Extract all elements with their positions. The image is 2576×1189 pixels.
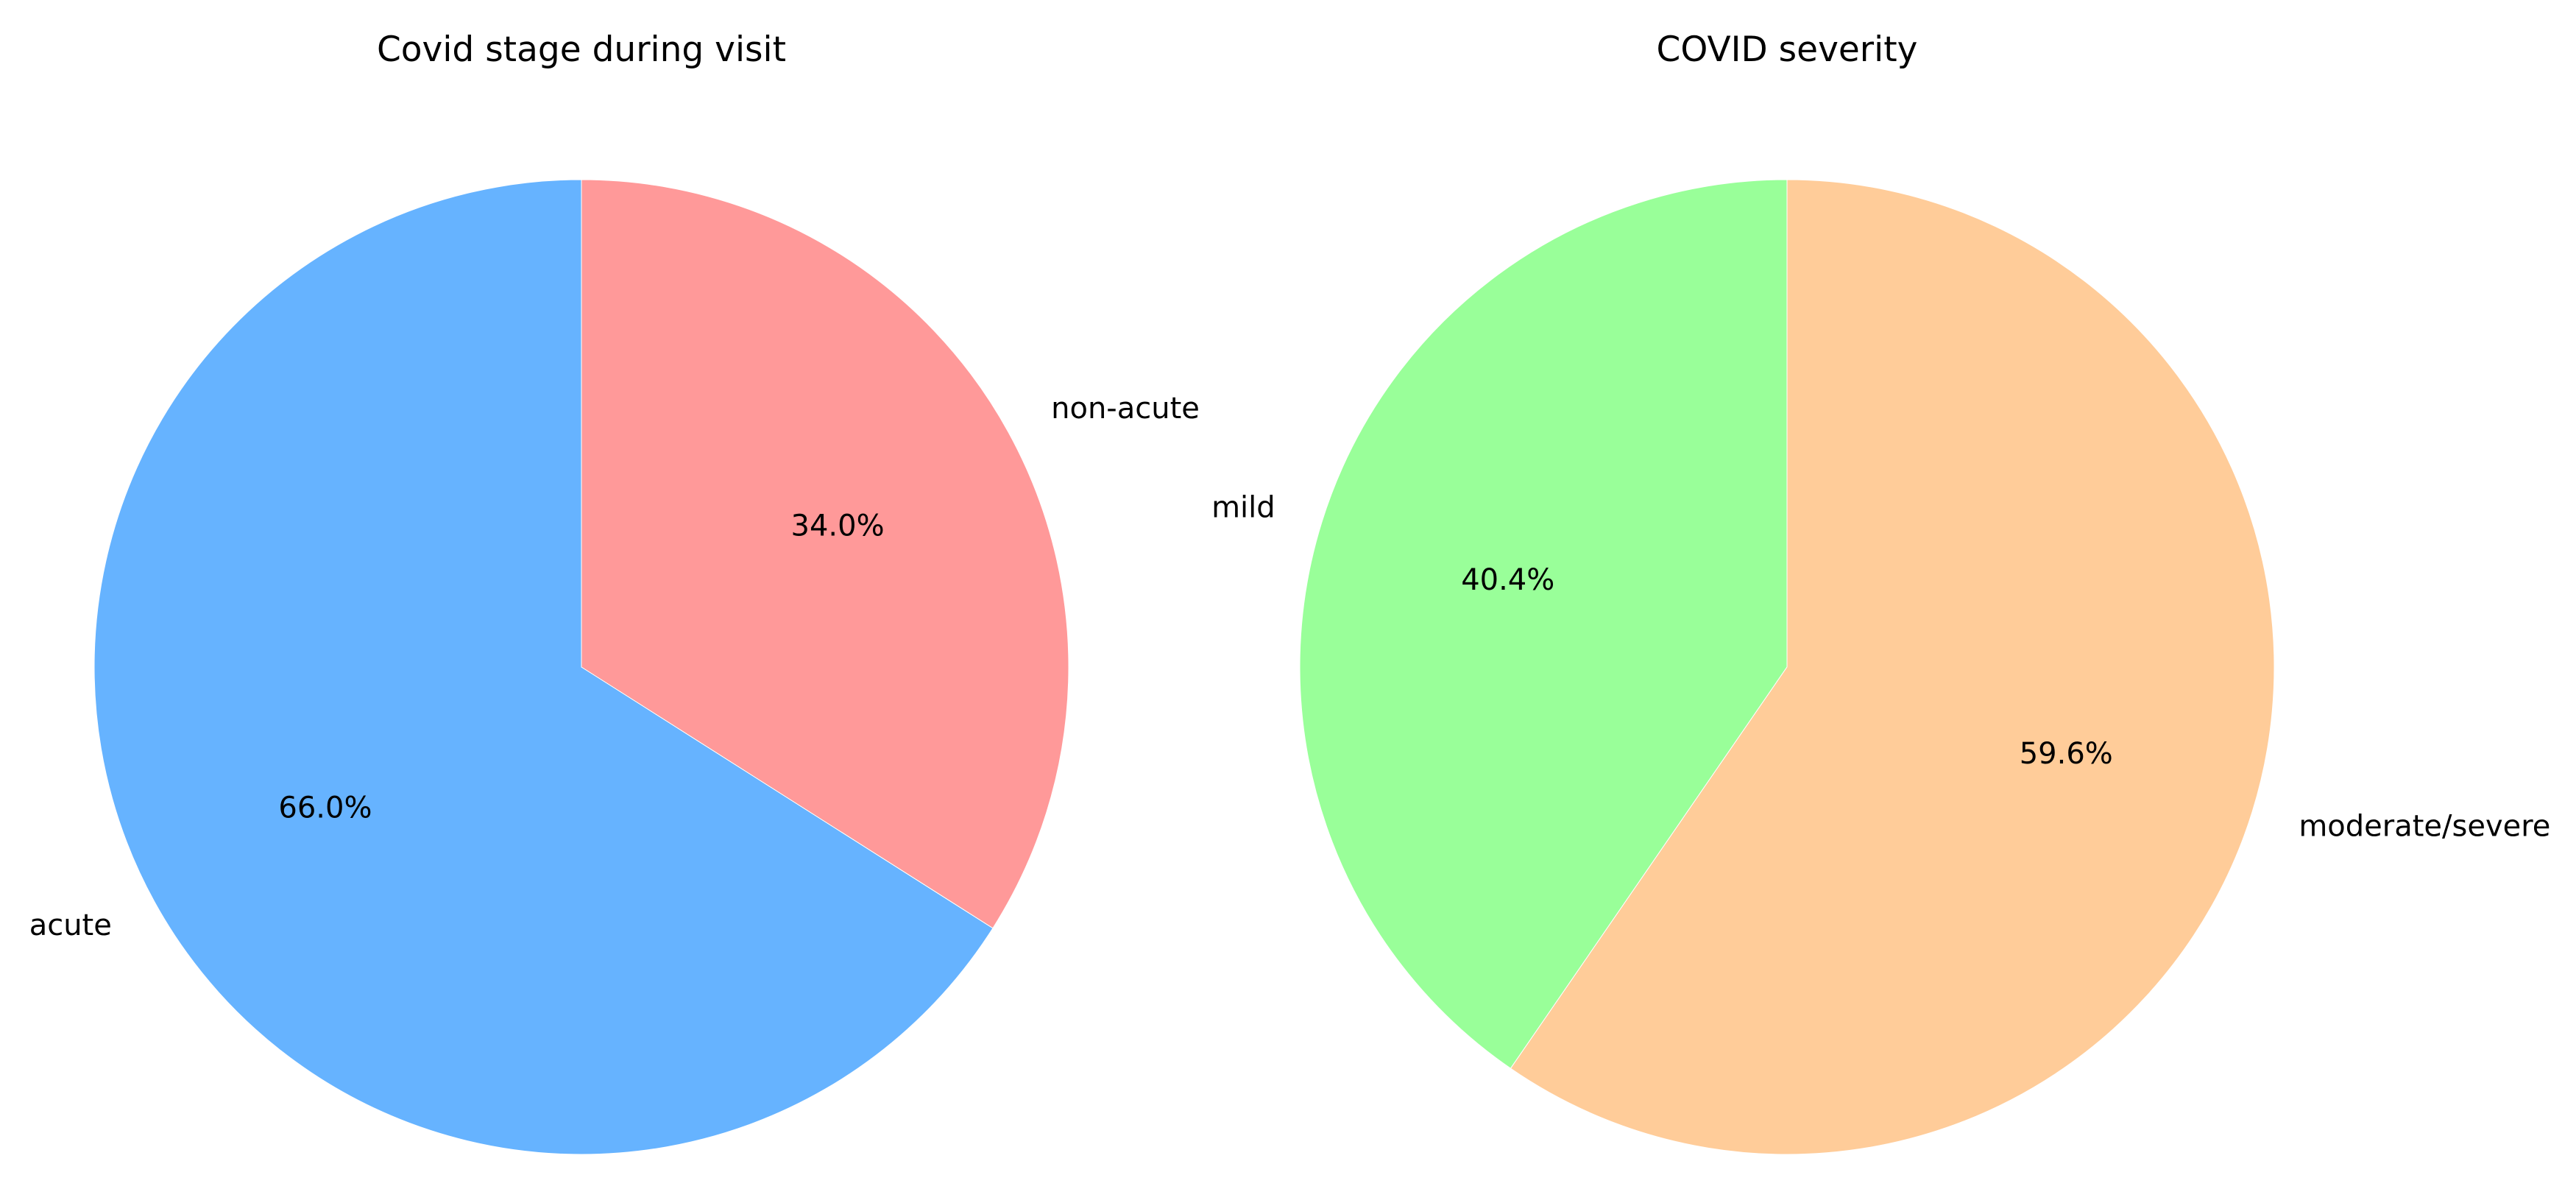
pie-slice-moderate-severe — [1510, 179, 2275, 1155]
slice-category-label: mild — [1211, 491, 1275, 525]
slice-percent-label: 59.6% — [2020, 737, 2113, 771]
pie-chart-covid-severity: 40.4% mild 59.6% moderate/severe COVID sever… — [1211, 29, 2550, 1155]
pie-slice-non-acute — [581, 179, 1069, 929]
pie-chart-covid-stage: 66.0% acute 34.0% non-acute Covid stage duri… — [29, 29, 1200, 1155]
chart-title: Covid stage during visit — [377, 29, 786, 70]
slice-percent-label: 34.0% — [791, 509, 885, 543]
slice-category-label: acute — [29, 908, 112, 942]
slice-category-label: moderate/severe — [2299, 809, 2550, 843]
slice-percent-label: 66.0% — [278, 791, 372, 825]
slice-percent-label: 40.4% — [1461, 563, 1554, 597]
slice-category-label: non-acute — [1051, 392, 1200, 426]
pie-slice-mild — [1299, 179, 1788, 1069]
pie-slice-acute — [93, 179, 994, 1155]
chart-title: COVID severity — [1657, 29, 1918, 70]
